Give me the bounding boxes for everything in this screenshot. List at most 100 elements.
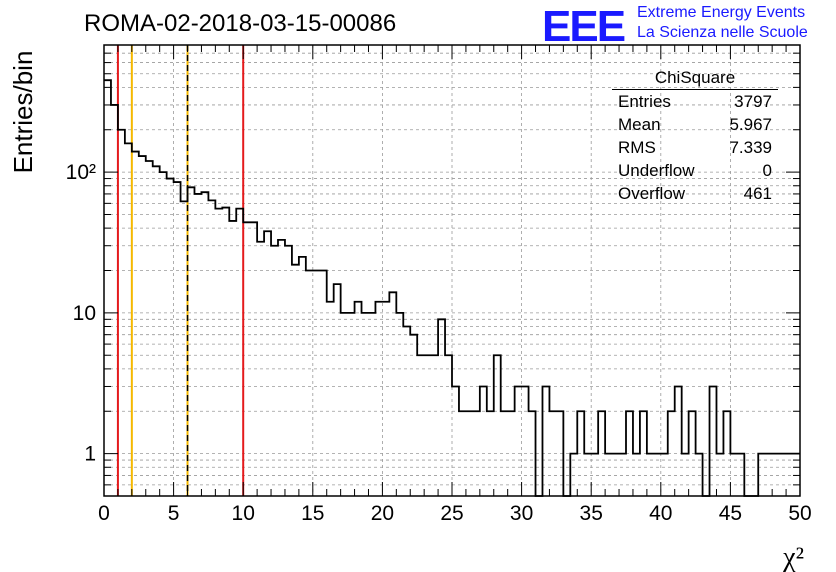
logo-subtitle-line1: Extreme Energy Events <box>637 4 806 21</box>
histogram-bin <box>417 355 424 496</box>
histogram-bin <box>675 386 682 496</box>
x-tick-label: 45 <box>719 502 742 525</box>
x-tick-label: 20 <box>371 502 394 525</box>
logo-subtitle-line2: La Scienza nelle Scuole <box>637 24 808 41</box>
histogram-bin <box>222 208 229 496</box>
histogram-bin <box>723 411 730 496</box>
histogram-bin <box>424 355 431 496</box>
stats-value: 3797 <box>734 92 772 111</box>
histogram-bin <box>375 302 382 496</box>
histogram-bin <box>584 454 591 496</box>
histogram-bin <box>689 411 696 496</box>
histogram-bin <box>577 411 584 496</box>
stats-value: 461 <box>743 184 772 203</box>
histogram-bin <box>181 201 188 496</box>
histogram-bin <box>153 166 160 496</box>
histogram-bin <box>278 240 285 496</box>
histogram-bin <box>626 411 633 496</box>
histogram-bin <box>355 302 362 496</box>
stats-label: RMS <box>618 138 656 157</box>
histogram-bin <box>542 386 549 496</box>
histogram-bin <box>598 411 605 496</box>
histogram-bin <box>737 454 744 496</box>
histogram-bin <box>647 454 654 496</box>
stats-title: ChiSquare <box>612 68 778 90</box>
histogram-bin <box>522 386 529 496</box>
stats-value: 0 <box>762 161 772 180</box>
histogram-bin <box>487 411 494 496</box>
histogram-layer <box>104 79 800 497</box>
histogram-bin <box>438 319 445 496</box>
histogram-bin <box>758 454 765 496</box>
histogram-bin <box>605 454 612 496</box>
histogram-bin <box>132 152 139 496</box>
histogram-bin <box>299 257 306 496</box>
run-title: ROMA-02-2018-03-15-00086 <box>84 10 397 37</box>
x-tick-label: 5 <box>168 502 180 525</box>
histogram-bin <box>327 302 334 496</box>
histogram-bin <box>612 454 619 496</box>
histogram-bin <box>556 411 563 496</box>
histogram-bin <box>508 411 515 496</box>
histogram-bin <box>389 292 396 496</box>
histogram-bin <box>494 355 501 496</box>
stats-value: 5.967 <box>729 115 772 134</box>
histogram-bin <box>779 454 786 496</box>
histogram-bin <box>368 313 375 496</box>
x-tick-label: 25 <box>440 502 463 525</box>
stats-label: Underflow <box>618 161 695 180</box>
histogram-bin <box>306 271 313 497</box>
histogram-bin <box>730 454 737 496</box>
histogram-bin <box>480 386 487 496</box>
histogram-bin <box>320 271 327 497</box>
histogram-bin <box>167 179 174 496</box>
histogram-bin <box>125 143 132 496</box>
x-tick-label: 35 <box>580 502 603 525</box>
histogram-bin <box>529 411 536 496</box>
x-tick-label: 40 <box>649 502 672 525</box>
histogram-bin <box>104 80 111 496</box>
histogram-bin <box>431 355 438 496</box>
histogram-bin <box>786 454 793 496</box>
histogram-bin <box>382 302 389 496</box>
histogram-bin <box>118 130 125 496</box>
histogram-bin <box>682 454 689 496</box>
stats-row-entries: Entries 3797 <box>612 90 778 113</box>
histogram-bin <box>619 454 626 496</box>
histogram-bin <box>194 194 201 496</box>
histogram-bin <box>765 454 772 496</box>
y-tick-label: 10² <box>66 161 96 184</box>
stats-label: Overflow <box>618 184 686 203</box>
stats-row-rms: RMS 7.339 <box>612 136 778 159</box>
histogram-bin <box>716 454 723 496</box>
stats-label: Mean <box>618 115 661 134</box>
histogram-bin <box>188 187 195 496</box>
histogram-bin <box>549 411 556 496</box>
histogram-bin <box>772 454 779 496</box>
histogram-bin <box>515 386 522 496</box>
y-axis-label: Entries/bin <box>8 51 38 174</box>
histogram-bin <box>466 411 473 496</box>
histogram-bin <box>452 386 459 496</box>
x-tick-label: 15 <box>301 502 324 525</box>
histogram-bin <box>160 172 167 496</box>
histogram-bin <box>654 454 661 496</box>
histogram-bin <box>146 161 153 496</box>
histogram-bin <box>696 454 703 496</box>
histogram-bin <box>348 313 355 496</box>
histogram-bin <box>710 386 717 496</box>
y-tick-label: 10 <box>73 302 96 325</box>
histogram-bin <box>410 335 417 496</box>
histogram-bin <box>215 209 222 496</box>
stats-row-mean: Mean 5.967 <box>612 113 778 136</box>
histogram-bin <box>243 222 250 496</box>
x-tick-label: 0 <box>98 502 110 525</box>
x-axis-label: χ² <box>782 542 804 572</box>
histogram-bin <box>229 221 236 496</box>
histogram-bin <box>257 242 264 496</box>
x-tick-label: 10 <box>232 502 255 525</box>
stats-label: Entries <box>618 92 671 111</box>
tick-label-layer: 0 5 10 15 20 25 30 35 40 45 50 1 10 10² <box>66 161 812 525</box>
histogram-bin <box>661 454 668 496</box>
